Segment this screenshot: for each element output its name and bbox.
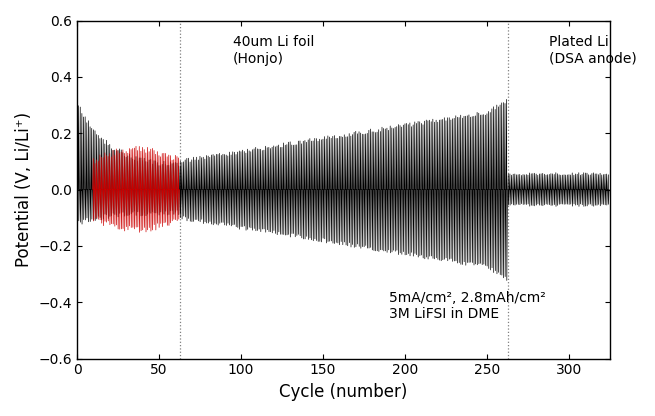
Text: Plated Li
(DSA anode): Plated Li (DSA anode) bbox=[550, 35, 637, 66]
Y-axis label: Potential (V, Li/Li⁺): Potential (V, Li/Li⁺) bbox=[15, 112, 33, 267]
Text: 5mA/cm², 2.8mAh/cm²
3M LiFSI in DME: 5mA/cm², 2.8mAh/cm² 3M LiFSI in DME bbox=[388, 291, 546, 321]
X-axis label: Cycle (number): Cycle (number) bbox=[279, 383, 407, 401]
Text: 40um Li foil
(Honjo): 40um Li foil (Honjo) bbox=[233, 35, 314, 66]
